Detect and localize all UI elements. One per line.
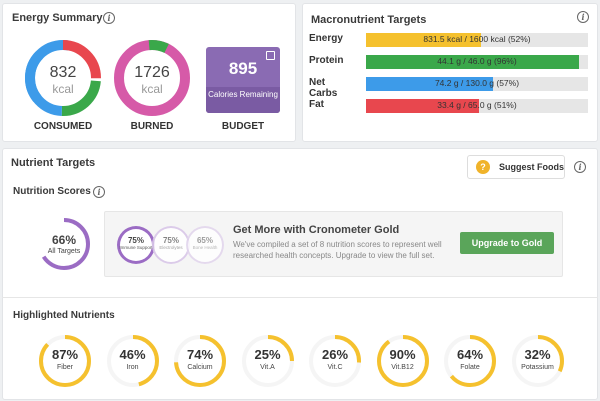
info-icon[interactable]: i [103, 12, 115, 24]
nutrient-label: Vit.A [260, 364, 275, 371]
nutrient-ring-iron[interactable]: 46% Iron [105, 333, 161, 389]
burned-ring: 1726 kcal [112, 38, 192, 118]
macro-name: Fat [309, 99, 324, 110]
budget-label: BUDGET [221, 121, 265, 132]
nutrient-percent: 32% [524, 347, 551, 362]
budget-value: 895 [228, 59, 258, 78]
macronutrient-panel: Macronutrient Targets i [302, 3, 598, 142]
budget-sub: Calories Remaining [206, 87, 280, 113]
info-icon[interactable]: i [574, 161, 586, 173]
macro-bar-text: 44.1 g / 46.0 g (96%) [437, 56, 517, 66]
gold-score-immune: 75% Immune Support [117, 226, 155, 264]
macro-bar-text: 831.5 kcal / 1600 kcal (52%) [423, 34, 531, 44]
macro-bar: 74.2 g / 130.0 g (57%) [366, 77, 588, 91]
macro-name: Energy [309, 33, 343, 44]
macro-name: Net Carbs [309, 77, 338, 99]
nutrient-percent: 64% [456, 347, 484, 362]
burned-label: BURNED [130, 121, 174, 132]
gold-score-bone-health: 65% Bone Health [186, 226, 224, 264]
macro-bar-fill [366, 55, 580, 69]
gold-score-electrolytes: 75% Electrolytes [152, 226, 190, 264]
budget-card: 895 Calories Remaining [206, 47, 280, 113]
progress-arc [241, 335, 294, 387]
nutrient-label: Folate [460, 364, 480, 371]
consumed-ring: 832 kcal [23, 38, 103, 118]
nutrient-ring-potassium[interactable]: 32% Potassium [510, 333, 566, 389]
progress-arc [174, 335, 226, 387]
nutrient-ring-vit-a[interactable]: 25% Vit.A [240, 333, 296, 389]
macro-bar: 33.4 g / 65.0 g (51%) [366, 99, 588, 113]
nutrient-percent: 90% [389, 347, 416, 362]
nutrient-ring-svg [241, 335, 294, 387]
nutrient-percent: 46% [119, 347, 146, 362]
macro-bar-fill [366, 33, 482, 47]
lightbulb-icon: ? [476, 160, 490, 174]
nutrient-ring-fiber[interactable]: 87% Fiber [37, 333, 93, 389]
macronutrient-title: Macronutrient Targets [311, 14, 427, 26]
macro-bar-fill [366, 77, 493, 91]
upgrade-to-gold-button[interactable]: Upgrade to Gold [460, 232, 554, 254]
progress-arc [106, 335, 159, 387]
macro-bar-text: 74.2 g / 130.0 g (57%) [434, 78, 520, 88]
progress-arc [444, 335, 496, 387]
divider [2, 297, 598, 298]
consumed-label: CONSUMED [33, 121, 93, 132]
nutrient-targets-title: Nutrient Targets [11, 157, 96, 169]
nutrient-ring-svg [174, 335, 226, 387]
gold-description: We've compiled a set of 8 nutrition scor… [233, 240, 442, 260]
nutrition-scores-title: Nutrition Scores [13, 186, 91, 197]
consumed-value: 832 [49, 64, 77, 81]
nutrient-ring-svg [106, 335, 159, 387]
nutrient-ring-svg [444, 335, 496, 387]
nutrient-ring-vit-b12[interactable]: 90% Vit.B12 [375, 333, 431, 389]
macro-bar: 44.1 g / 46.0 g (96%) [366, 55, 588, 69]
burned-unit: kcal [141, 82, 163, 96]
nutrient-label: Vit.C [327, 364, 343, 371]
nutrient-label: Fiber [57, 364, 73, 371]
nutrient-label: Calcium [187, 364, 213, 371]
nutrient-percent: 25% [254, 347, 281, 362]
nutrient-ring-vit-c[interactable]: 26% Vit.C [307, 333, 363, 389]
info-icon[interactable]: i [93, 186, 105, 198]
nutrient-ring-svg [376, 335, 429, 387]
nutrient-label: Vit.B12 [391, 364, 414, 371]
nutrient-ring-folate[interactable]: 64% Folate [442, 333, 498, 389]
nutrient-ring-svg [511, 335, 564, 387]
consumed-unit: kcal [52, 82, 74, 96]
suggest-foods-button[interactable]: ? Suggest Foods [467, 155, 565, 179]
energy-summary-panel: Energy Summary i 832 kcal CONSUMED 1726 … [2, 3, 296, 142]
gold-upsell: 75% Immune Support 75% Electrolytes 65% … [104, 211, 563, 277]
info-icon[interactable]: i [577, 11, 589, 23]
calendar-icon [266, 51, 275, 60]
nutrient-percent: 74% [186, 347, 214, 362]
all-targets-label: All Targets [47, 248, 81, 255]
nutrient-label: Iron [126, 364, 139, 371]
gold-title: Get More with Cronometer Gold [233, 224, 400, 236]
progress-arc [376, 335, 429, 387]
all-targets-percent: 66% [51, 233, 77, 247]
progress-arc [511, 335, 564, 387]
nutrient-ring-svg [309, 335, 361, 387]
progress-arc [309, 335, 361, 387]
nutrient-ring-calcium[interactable]: 74% Calcium [172, 333, 228, 389]
highlighted-nutrients-title: Highlighted Nutrients [13, 310, 115, 321]
progress-arc [39, 335, 91, 387]
energy-summary-title: Energy Summary [12, 12, 103, 24]
macro-name: Protein [309, 55, 344, 66]
all-targets-ring: 66% All Targets [36, 216, 92, 272]
nutrient-label: Potassium [521, 364, 554, 371]
nutrient-ring-svg [39, 335, 91, 387]
suggest-foods-label: Suggest Foods [499, 162, 564, 172]
macro-bar-text: 33.4 g / 65.0 g (51%) [437, 100, 517, 110]
macro-bar: 831.5 kcal / 1600 kcal (52%) [366, 33, 588, 47]
nutrient-percent: 26% [321, 347, 349, 362]
burned-value: 1726 [134, 64, 170, 81]
macro-bar-fill [366, 99, 480, 113]
progress-arc [38, 218, 90, 270]
nutrient-percent: 87% [51, 347, 79, 362]
